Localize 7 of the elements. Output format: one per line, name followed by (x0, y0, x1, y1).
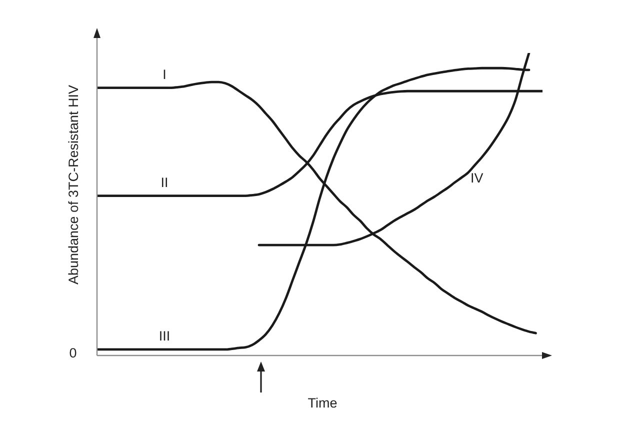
x-axis-title: Time (308, 396, 338, 410)
y-axis-title: Abundance of 3TC-Resistant HIV (66, 84, 80, 285)
series-label: IV (470, 170, 484, 186)
text: 0 (69, 345, 77, 360)
series-label: I (162, 66, 166, 82)
series-label: III (158, 328, 170, 344)
series-label: II (160, 174, 168, 190)
